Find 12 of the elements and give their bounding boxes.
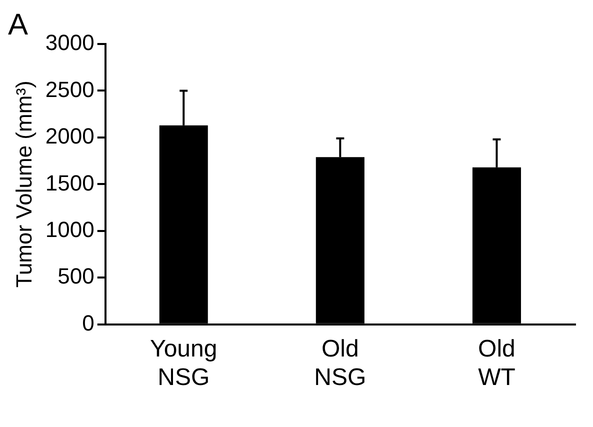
y-tick-label: 2000 [45,124,94,149]
y-axis-title: Tumor Volume (mm³) [11,80,36,288]
x-tick-label: Old NSG [314,335,366,392]
chart-title: A [8,8,28,42]
y-tick-label: 3000 [45,30,94,56]
y-tick-label: 1500 [45,170,94,196]
x-tick-label: Old WT [478,335,516,392]
y-tick-label: 0 [82,310,94,336]
x-tick-label: Young NSG [150,335,218,392]
y-tick-label: 1000 [45,216,94,242]
y-tick-label: 500 [58,264,94,289]
y-tick-label: 2500 [45,76,94,102]
